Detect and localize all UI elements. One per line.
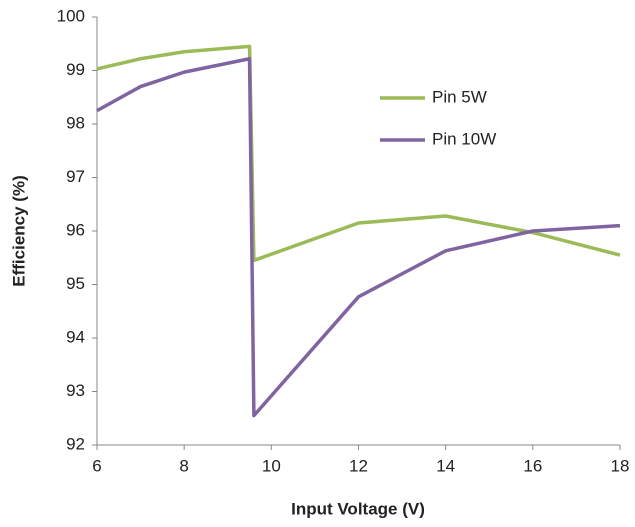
x-tick-label: 8: [179, 456, 188, 475]
y-tick-label: 98: [66, 113, 85, 132]
x-tick-label: 10: [262, 456, 281, 475]
x-tick-label: 12: [349, 456, 368, 475]
y-tick-label: 99: [66, 60, 85, 79]
y-tick-label: 97: [66, 167, 85, 186]
y-tick-label: 92: [66, 434, 85, 453]
series-line: [96, 44, 621, 263]
y-axis-title: Efficiency (%): [9, 175, 28, 286]
legend-label: Pin 5W: [432, 87, 487, 106]
y-tick-label: 96: [66, 220, 85, 239]
x-tick-label: 6: [92, 456, 101, 475]
x-axis-title: Input Voltage (V): [291, 499, 425, 518]
legend-label: Pin 10W: [432, 129, 496, 148]
series-line: [96, 56, 621, 418]
y-tick-label: 93: [66, 381, 85, 400]
y-tick-label: 94: [66, 327, 85, 346]
y-tick-label: 95: [66, 274, 85, 293]
x-tick-label: 18: [611, 456, 630, 475]
y-tick-label: 100: [57, 6, 85, 25]
x-tick-label: 16: [523, 456, 542, 475]
x-tick-label: 14: [436, 456, 455, 475]
